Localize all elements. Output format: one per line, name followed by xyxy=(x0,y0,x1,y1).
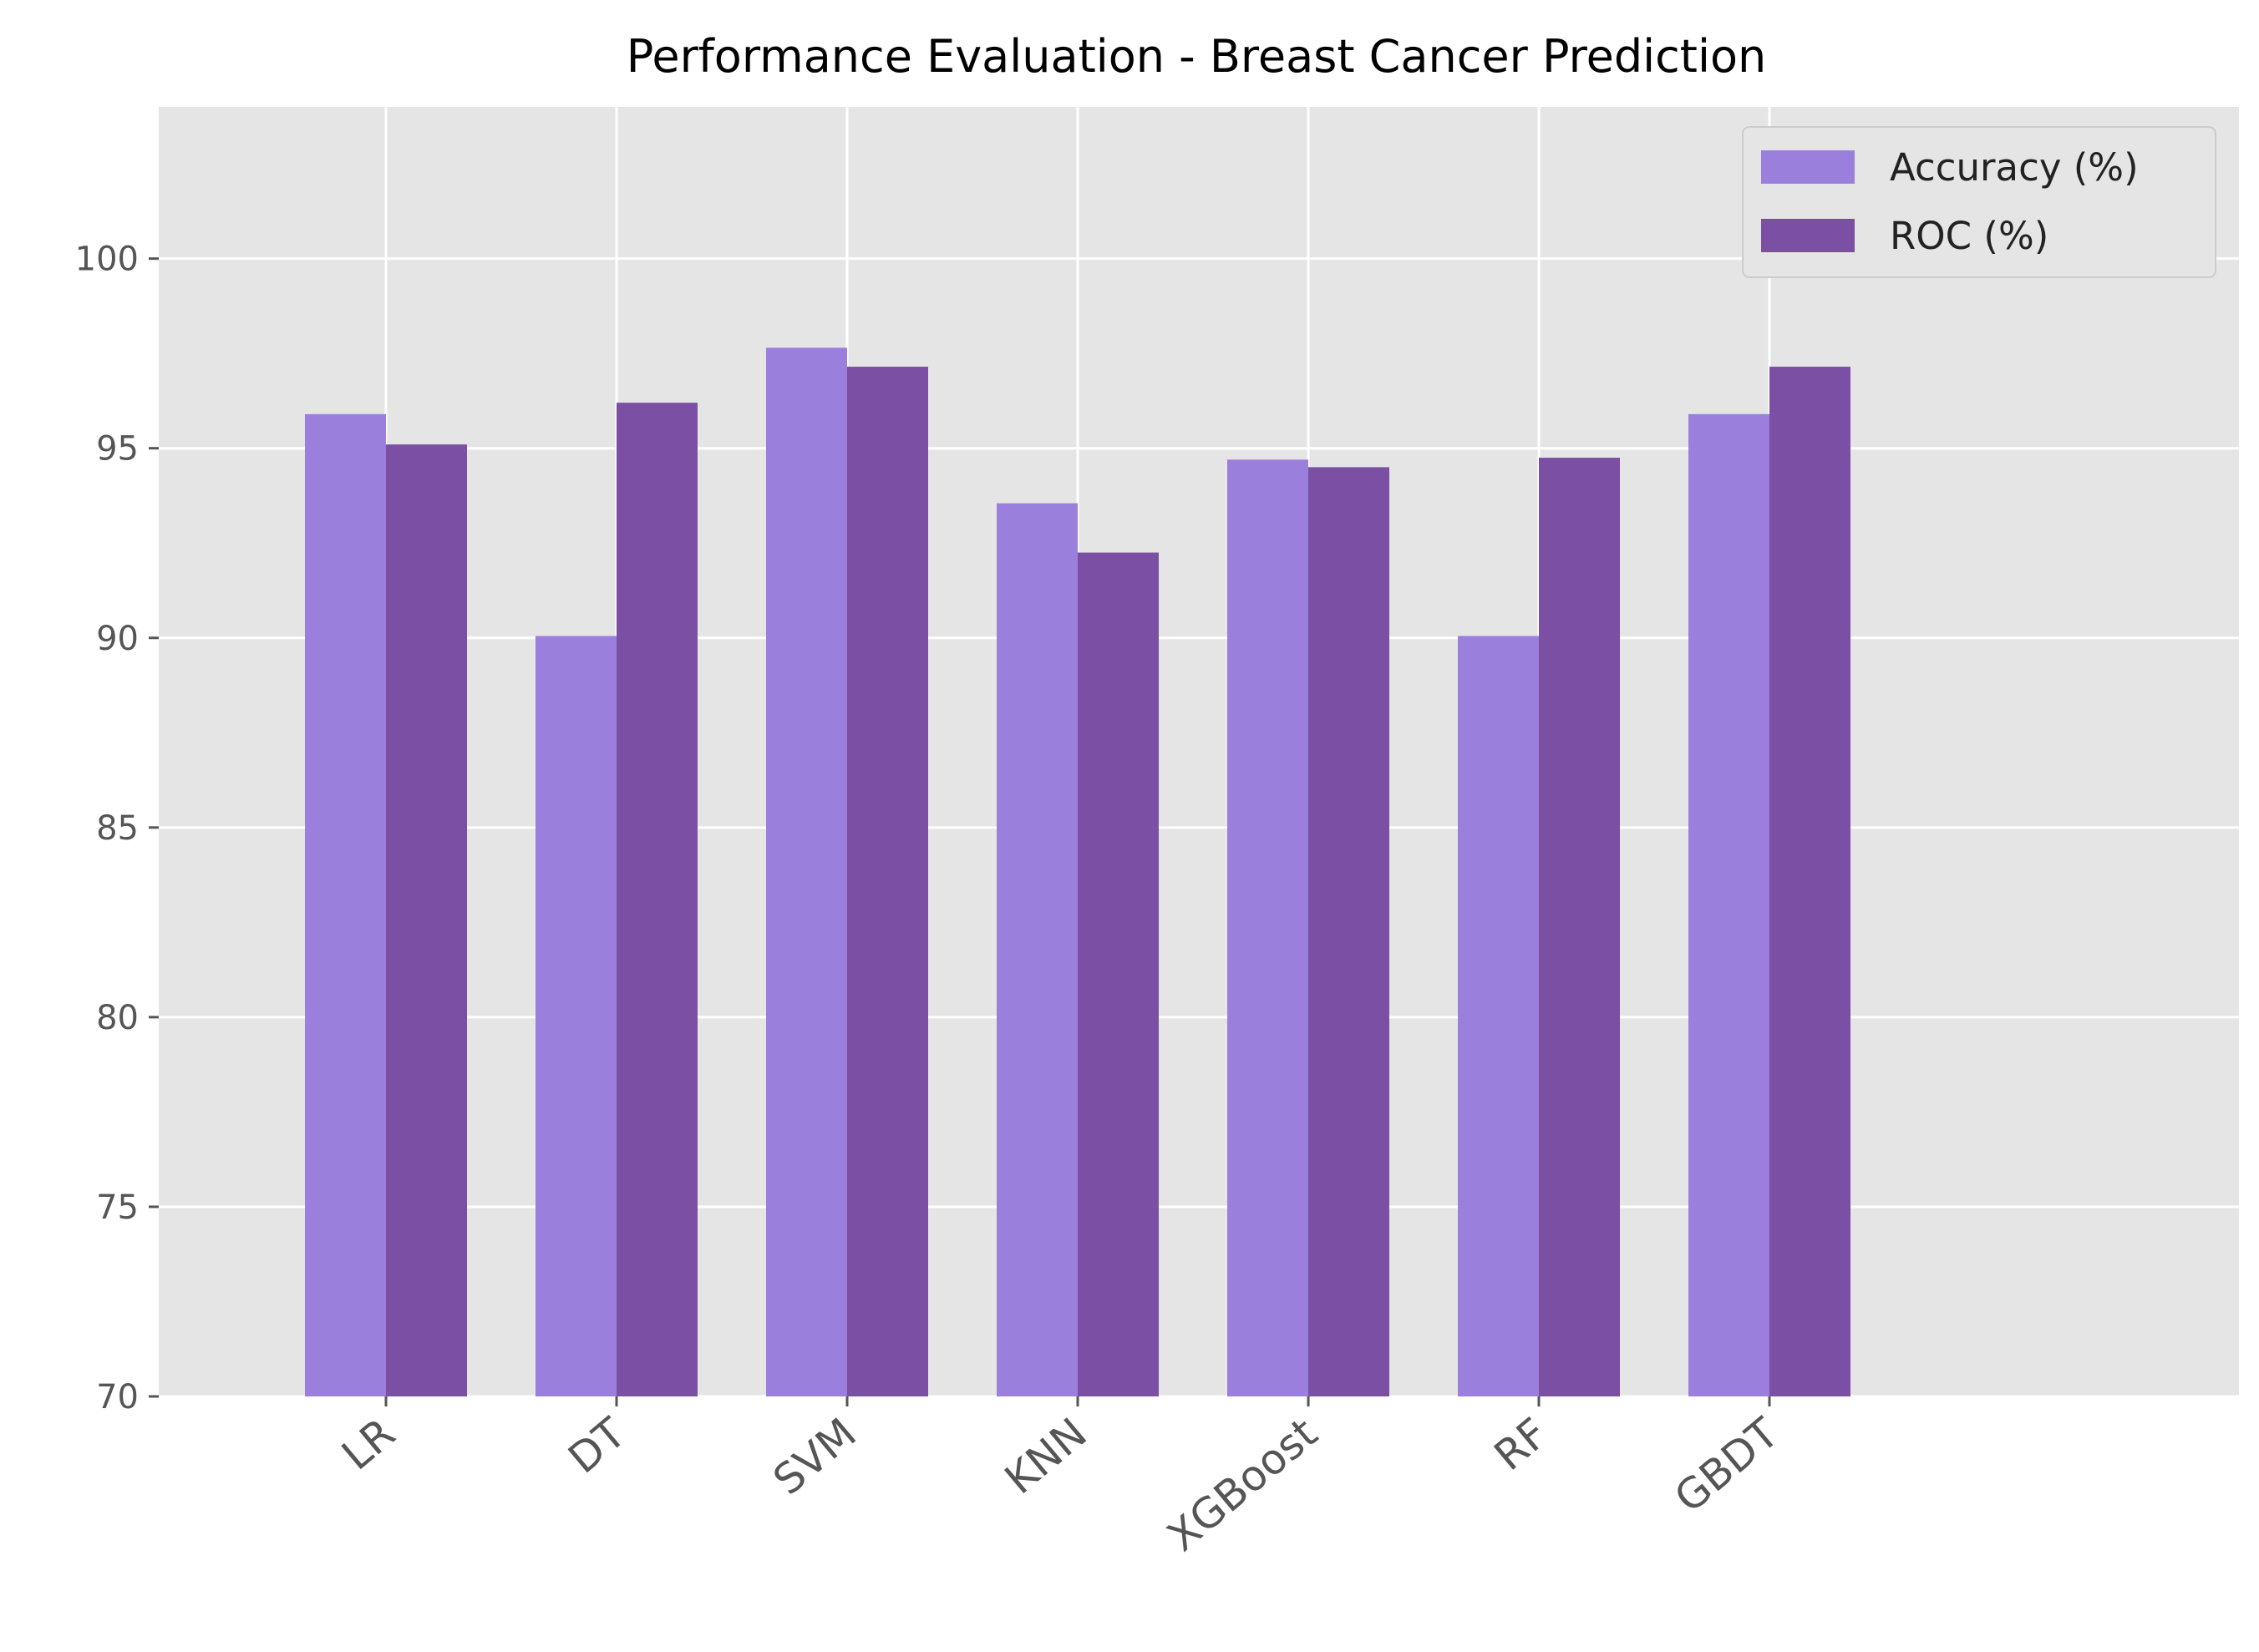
bar-roc-svm xyxy=(847,367,928,1397)
legend-label-accuracy: Accuracy (%) xyxy=(1890,145,2139,190)
y-tick-label: 75 xyxy=(96,1188,139,1227)
legend-box xyxy=(1742,126,2216,278)
y-tick-label: 90 xyxy=(96,620,139,658)
bar-accuracy-xgboost xyxy=(1227,459,1308,1397)
bar-roc-knn xyxy=(1078,552,1159,1396)
y-tick-label: 85 xyxy=(96,809,139,848)
bar-roc-lr xyxy=(386,444,467,1396)
y-tick-label: 80 xyxy=(96,999,139,1037)
bar-roc-dt xyxy=(617,403,698,1396)
legend-swatch-roc xyxy=(1761,219,1855,252)
bar-accuracy-rf xyxy=(1458,636,1539,1396)
bar-roc-gbdt xyxy=(1769,367,1850,1397)
chart-title: Performance Evaluation - Breast Cancer P… xyxy=(627,30,1767,83)
bar-accuracy-knn xyxy=(997,503,1078,1396)
x-tick-label-rf: RF xyxy=(1485,1409,1557,1480)
x-tick-label-svm: SVM xyxy=(764,1409,866,1505)
y-tick-label: 95 xyxy=(96,430,139,469)
bar-accuracy-dt xyxy=(536,636,617,1396)
x-tick-label-gbdt: GBDT xyxy=(1666,1408,1788,1522)
bar-roc-xgboost xyxy=(1308,467,1389,1396)
bar-accuracy-gbdt xyxy=(1688,413,1769,1396)
y-tick-label: 100 xyxy=(75,241,139,279)
x-tick-label-xgboost: XGBoost xyxy=(1158,1409,1326,1561)
y-tick-label: 70 xyxy=(96,1378,139,1416)
bar-accuracy-lr xyxy=(305,413,386,1396)
x-tick-label-lr: LR xyxy=(333,1409,404,1480)
x-tick-label-knn: KNN xyxy=(996,1409,1096,1504)
y-axis-ticks: 70 75 80 85 90 95 100 xyxy=(75,241,159,1416)
x-axis-ticks: LR DT SVM KNN XGBoost RF GBDT xyxy=(333,1396,1788,1561)
bars xyxy=(305,347,1850,1397)
legend-swatch-accuracy xyxy=(1761,150,1855,184)
bar-accuracy-svm xyxy=(766,347,847,1396)
plot-background xyxy=(159,107,2239,1396)
x-tick-label-dt: DT xyxy=(560,1408,636,1482)
bar-roc-rf xyxy=(1539,458,1620,1396)
legend: Accuracy (%) ROC (%) xyxy=(1742,126,2216,278)
legend-label-roc: ROC (%) xyxy=(1890,214,2048,258)
